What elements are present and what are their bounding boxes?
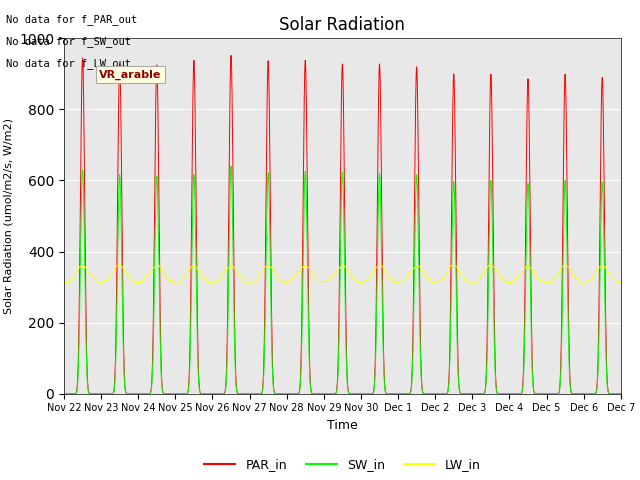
SW_in <box>371 381 378 387</box>
LW_in <box>584 278 591 284</box>
PAR_in <box>227 53 235 59</box>
LW_in <box>358 279 366 285</box>
Text: No data for f_LW_out: No data for f_LW_out <box>6 58 131 69</box>
PAR_in <box>504 391 512 396</box>
SW_in <box>568 390 575 396</box>
PAR_in <box>583 391 591 396</box>
LW_in <box>504 279 512 285</box>
X-axis label: Time: Time <box>327 419 358 432</box>
LW_in <box>580 281 588 287</box>
PAR_in <box>60 391 68 396</box>
LW_in <box>115 262 122 267</box>
Text: VR_arable: VR_arable <box>99 69 161 80</box>
LW_in <box>60 279 68 285</box>
Line: SW_in: SW_in <box>64 166 621 394</box>
PAR_in <box>371 376 378 382</box>
LW_in <box>371 267 378 273</box>
SW_in <box>358 391 366 396</box>
SW_in <box>583 391 591 396</box>
LW_in <box>617 280 625 286</box>
LW_in <box>216 276 223 282</box>
SW_in <box>617 391 625 396</box>
SW_in <box>504 391 512 396</box>
Y-axis label: Solar Radiation (umol/m2/s, W/m2): Solar Radiation (umol/m2/s, W/m2) <box>4 118 13 314</box>
PAR_in <box>617 391 625 396</box>
Line: PAR_in: PAR_in <box>64 56 621 394</box>
LW_in <box>568 269 575 275</box>
Text: No data for f_PAR_out: No data for f_PAR_out <box>6 14 138 25</box>
Line: LW_in: LW_in <box>64 264 621 284</box>
PAR_in <box>568 390 575 396</box>
Title: Solar Radiation: Solar Radiation <box>280 16 405 34</box>
PAR_in <box>358 391 366 396</box>
PAR_in <box>215 391 223 396</box>
SW_in <box>227 163 235 169</box>
SW_in <box>60 391 68 396</box>
Text: No data for f_SW_out: No data for f_SW_out <box>6 36 131 47</box>
Legend: PAR_in, SW_in, LW_in: PAR_in, SW_in, LW_in <box>199 453 486 476</box>
SW_in <box>215 391 223 396</box>
